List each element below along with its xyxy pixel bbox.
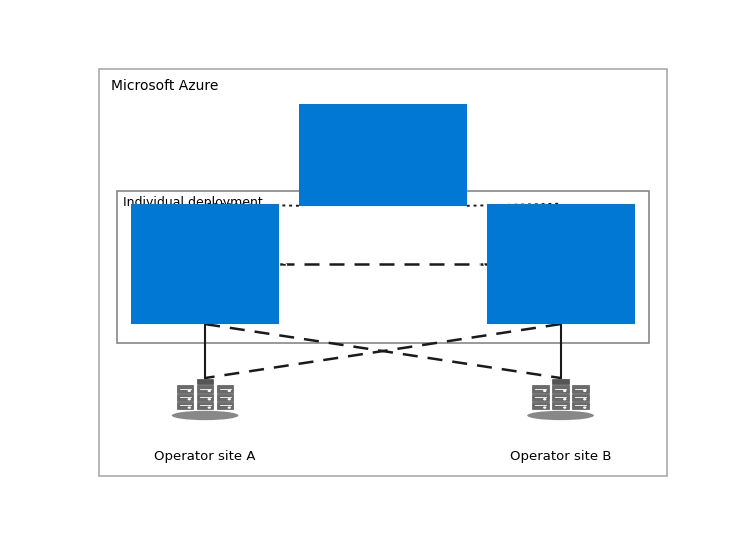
- FancyBboxPatch shape: [572, 393, 589, 401]
- Circle shape: [228, 398, 231, 400]
- Circle shape: [583, 398, 586, 400]
- FancyBboxPatch shape: [532, 393, 549, 401]
- Text: Microsoft Azure: Microsoft Azure: [111, 79, 218, 93]
- FancyBboxPatch shape: [532, 402, 549, 410]
- Circle shape: [583, 390, 586, 392]
- FancyBboxPatch shape: [552, 402, 569, 410]
- FancyBboxPatch shape: [552, 385, 569, 393]
- Circle shape: [187, 390, 191, 392]
- Circle shape: [208, 398, 211, 400]
- Circle shape: [228, 390, 231, 392]
- FancyBboxPatch shape: [572, 402, 589, 410]
- FancyBboxPatch shape: [217, 385, 234, 393]
- Circle shape: [228, 406, 231, 409]
- Circle shape: [583, 406, 586, 409]
- FancyBboxPatch shape: [487, 204, 635, 324]
- FancyBboxPatch shape: [572, 385, 589, 393]
- FancyBboxPatch shape: [177, 385, 193, 393]
- Circle shape: [208, 406, 211, 409]
- Text: Management region

(can be co-located with a
service region): Management region (can be co-located wit…: [303, 120, 462, 190]
- FancyBboxPatch shape: [196, 385, 214, 393]
- FancyBboxPatch shape: [532, 385, 549, 393]
- FancyBboxPatch shape: [299, 104, 467, 206]
- FancyBboxPatch shape: [177, 402, 193, 410]
- Ellipse shape: [172, 411, 238, 420]
- FancyBboxPatch shape: [552, 379, 569, 384]
- Circle shape: [563, 390, 566, 392]
- Circle shape: [187, 406, 191, 409]
- Circle shape: [563, 398, 566, 400]
- Circle shape: [543, 406, 546, 409]
- FancyBboxPatch shape: [217, 393, 234, 401]
- Circle shape: [187, 398, 191, 400]
- Text: Operator site B: Operator site B: [509, 450, 611, 463]
- FancyBboxPatch shape: [217, 402, 234, 410]
- Circle shape: [543, 398, 546, 400]
- FancyBboxPatch shape: [196, 402, 214, 410]
- FancyBboxPatch shape: [117, 191, 649, 343]
- FancyBboxPatch shape: [196, 393, 214, 401]
- Circle shape: [563, 406, 566, 409]
- Circle shape: [208, 390, 211, 392]
- FancyBboxPatch shape: [196, 379, 214, 384]
- FancyBboxPatch shape: [177, 393, 193, 401]
- Text: Service region A
for Azure Communications
Gateway: Service region A for Azure Communication…: [122, 238, 288, 289]
- Text: Operator site A: Operator site A: [155, 450, 256, 463]
- FancyBboxPatch shape: [552, 393, 569, 401]
- Text: Individual deployment: Individual deployment: [123, 196, 263, 209]
- Ellipse shape: [527, 411, 594, 420]
- FancyBboxPatch shape: [131, 204, 279, 324]
- Circle shape: [543, 390, 546, 392]
- Text: Service region B
for Azure Communications
Gateway: Service region B for Azure Communication…: [478, 238, 644, 289]
